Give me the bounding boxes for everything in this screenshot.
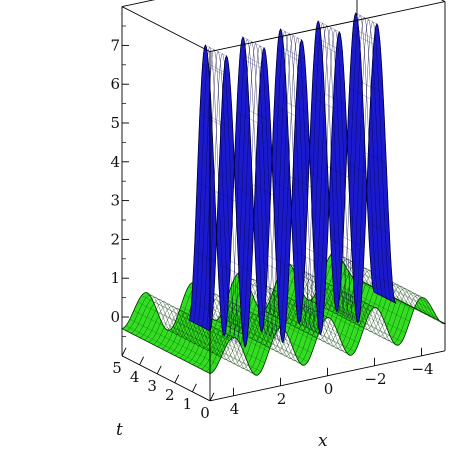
blue-surface-mesh-line — [365, 152, 387, 164]
blue-surface — [188, 12, 397, 348]
blue-surface-mesh-line — [368, 222, 390, 234]
z-tick-label: 4 — [110, 153, 120, 171]
x-tick-label: −2 — [364, 370, 386, 388]
t-tick — [191, 383, 197, 393]
blue-surface-mesh-line — [271, 180, 293, 192]
blue-surface-mesh-line — [274, 104, 296, 117]
t-tick-label: 1 — [183, 395, 193, 413]
z-tick-label: 0 — [110, 308, 120, 326]
blue-surface-edge-line — [209, 23, 396, 348]
blue-surface-mesh-line — [374, 292, 396, 304]
blue-surface-mesh-line — [327, 166, 349, 178]
blue-surface-mesh-line — [346, 162, 368, 174]
z-tick-label: 2 — [110, 230, 120, 248]
blue-surface-mesh-line — [333, 292, 355, 304]
blue-surface-mesh-line — [230, 260, 252, 272]
x-axis: 4 2 0 −2 −4 — [230, 347, 434, 418]
blue-surface-mesh-line — [321, 39, 343, 52]
blue-surface-mesh-line — [224, 335, 246, 347]
t-tick-label: 2 — [165, 386, 175, 404]
green-surface-edge-line — [209, 297, 446, 376]
x-tick-label: −4 — [411, 360, 433, 378]
blue-surface-mesh-line — [352, 33, 374, 45]
blue-surface-mesh-line — [255, 258, 277, 270]
box-edge-front-2 — [209, 1, 446, 53]
blue-surface-mesh-line — [324, 93, 346, 105]
green-surface-edge-line — [174, 279, 410, 358]
green-surface-edge-line — [192, 288, 428, 367]
blue-surface-mesh-line — [305, 247, 327, 259]
blue-surface-mesh-line — [343, 236, 365, 248]
blue-surface-mesh-line — [249, 110, 271, 122]
blue-surface-mesh-line — [292, 250, 315, 262]
z-tick-label: 7 — [110, 36, 120, 54]
blue-surface-edge-line — [197, 16, 384, 341]
z-tick-label: 1 — [110, 269, 120, 287]
box-edge-back-1 — [121, 0, 156, 8]
blue-surface-mesh-line — [188, 320, 211, 332]
blue-surface-mesh-line — [264, 310, 287, 323]
blue-surface-mesh-line — [296, 304, 318, 316]
t-tick — [121, 347, 127, 357]
t-tick — [139, 356, 145, 366]
t-axis-title: t — [116, 420, 123, 440]
x-tick-label: 4 — [230, 400, 240, 418]
blue-surface-edge-line — [188, 12, 375, 337]
blue-surface-mesh-line — [258, 312, 280, 324]
t-tick — [156, 365, 162, 375]
blue-surface-mesh-line — [339, 291, 362, 303]
x-axis-title: x — [318, 431, 328, 451]
blue-surface-edge-line — [201, 18, 388, 344]
t-tick-label: 3 — [147, 377, 157, 395]
z-tick-label: 3 — [110, 192, 120, 210]
blue-surface-mesh-line — [217, 263, 240, 275]
blue-surface-mesh-line — [314, 41, 337, 53]
blue-surface-mesh-line — [208, 63, 230, 76]
z-axis: 0 1 2 3 4 5 6 7 — [110, 25, 129, 337]
t-tick-label: 5 — [112, 359, 122, 377]
blue-surface-mesh-line — [233, 186, 255, 198]
blue-surface-mesh-line — [194, 250, 216, 263]
x-tick-label: 0 — [324, 380, 334, 398]
blue-surface-mesh-line — [336, 311, 359, 323]
blue-surface-edge-line — [205, 21, 392, 346]
blue-surface-mesh-line — [245, 56, 268, 68]
blue-surface-mesh-line — [299, 323, 321, 335]
z-tick-label: 6 — [110, 75, 120, 93]
box-edge-front-1 — [440, 0, 446, 3]
blue-surface-mesh-line — [286, 102, 308, 114]
blue-surface-mesh-line — [261, 331, 283, 343]
blue-surface-mesh-line — [277, 49, 299, 61]
t-tick — [209, 392, 215, 402]
blue-surface-mesh-line — [330, 239, 352, 251]
blue-surface-mesh-line — [308, 172, 330, 184]
blue-surface-edge-line — [192, 14, 380, 339]
blue-surface-mesh-line — [371, 273, 393, 285]
t-tick — [174, 374, 180, 384]
box-edge-front-6 — [121, 355, 211, 402]
z-tick-label: 5 — [110, 114, 120, 132]
green-surface-mesh-line — [121, 328, 211, 374]
blue-surface-mesh-line — [252, 184, 274, 196]
blue-surface-mesh-line — [220, 316, 243, 328]
blue-surface-mesh-line — [358, 31, 381, 43]
t-tick-label: 0 — [200, 404, 210, 422]
blue-surface-mesh-line — [311, 96, 334, 109]
blue-surface-mesh-line — [236, 111, 258, 124]
blue-surface-mesh-line — [361, 82, 384, 94]
blue-surface-mesh-line — [227, 315, 249, 327]
blue-surface-mesh-line — [289, 176, 312, 188]
x-tick-label: 2 — [277, 390, 287, 408]
box-edge-front-0 — [121, 6, 211, 53]
blue-surface-mesh-line — [211, 117, 233, 129]
blue-surface-mesh-line — [302, 302, 324, 315]
blue-surface-mesh-line — [283, 48, 305, 60]
blue-surface-mesh-line — [191, 301, 213, 313]
blue-surface-mesh-line — [267, 255, 290, 267]
t-tick-label: 4 — [130, 368, 140, 386]
